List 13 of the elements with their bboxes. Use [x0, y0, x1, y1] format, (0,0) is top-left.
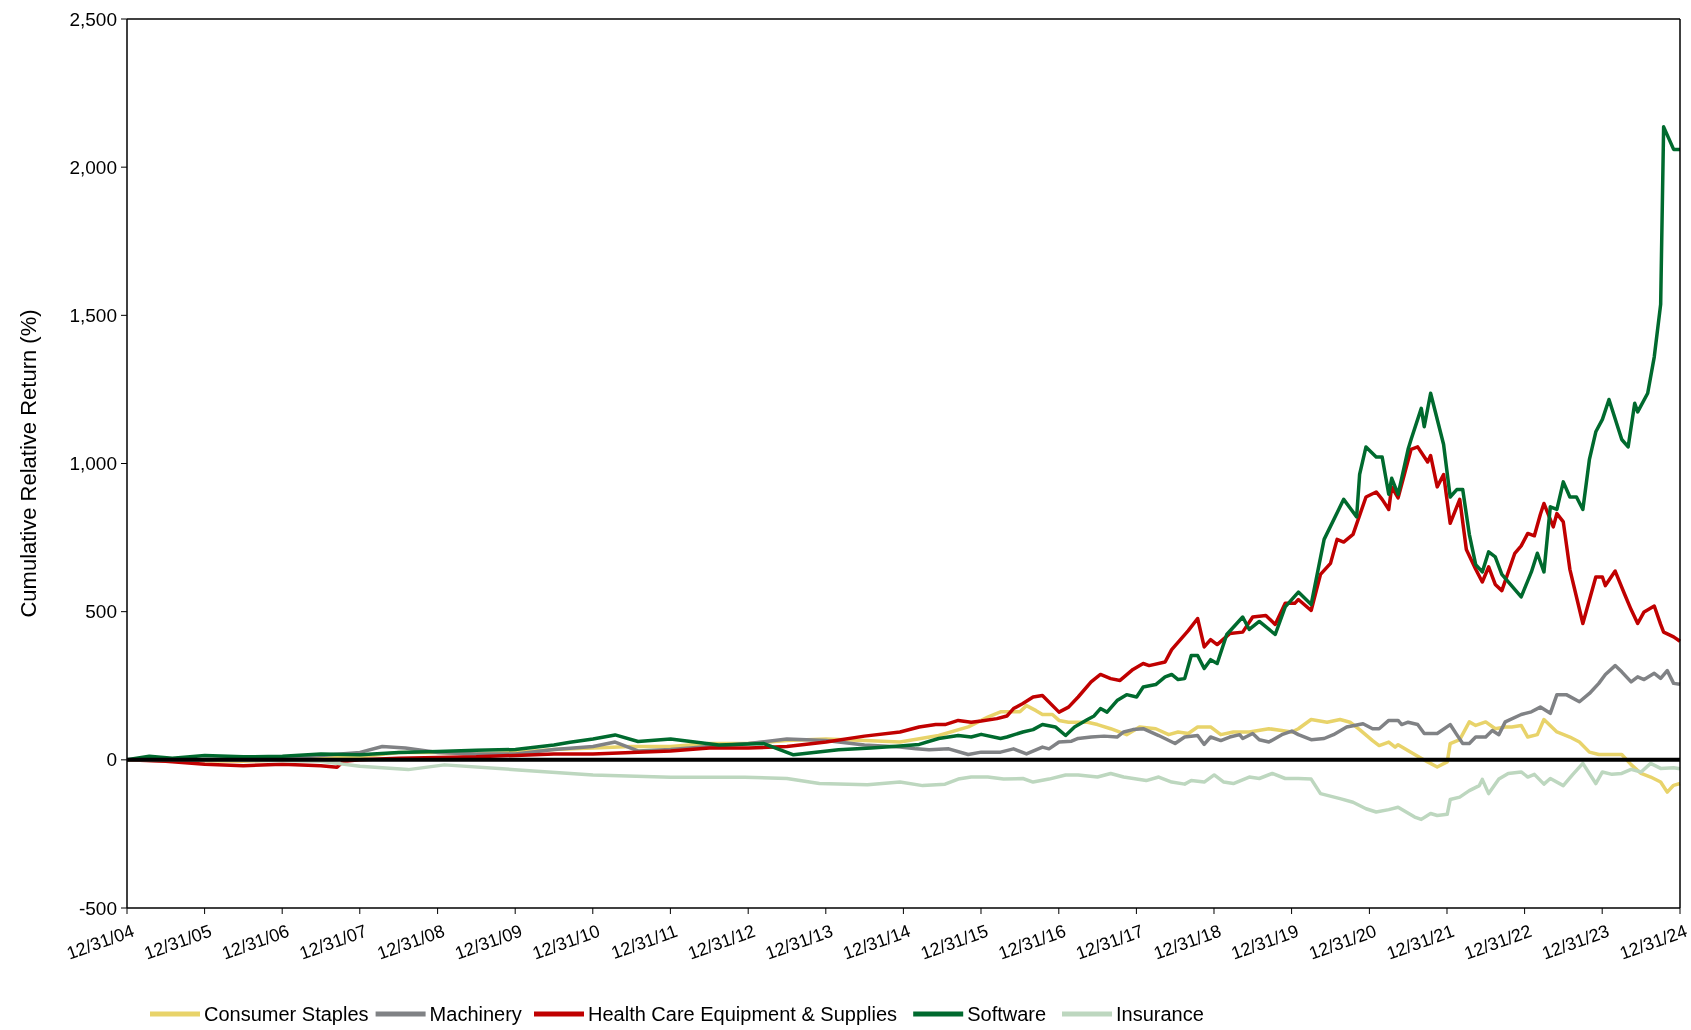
y-axis-title: Cumulative Relative Return (%)	[16, 309, 41, 618]
legend-label: Consumer Staples	[204, 1003, 369, 1025]
y-tick-label: 1,500	[69, 304, 117, 326]
legend-label: Health Care Equipment & Supplies	[588, 1003, 898, 1025]
legend-label: Software	[967, 1003, 1047, 1025]
legend-label: Machinery	[429, 1003, 522, 1025]
y-tick-label: -500	[78, 897, 117, 919]
y-tick-label: 0	[106, 749, 117, 771]
y-tick-label: 1,000	[69, 453, 117, 475]
y-tick-label: 2,000	[69, 156, 117, 178]
legend-label: Insurance	[1116, 1003, 1204, 1025]
y-tick-label: 2,500	[69, 8, 117, 30]
y-tick-label: 500	[85, 601, 117, 623]
